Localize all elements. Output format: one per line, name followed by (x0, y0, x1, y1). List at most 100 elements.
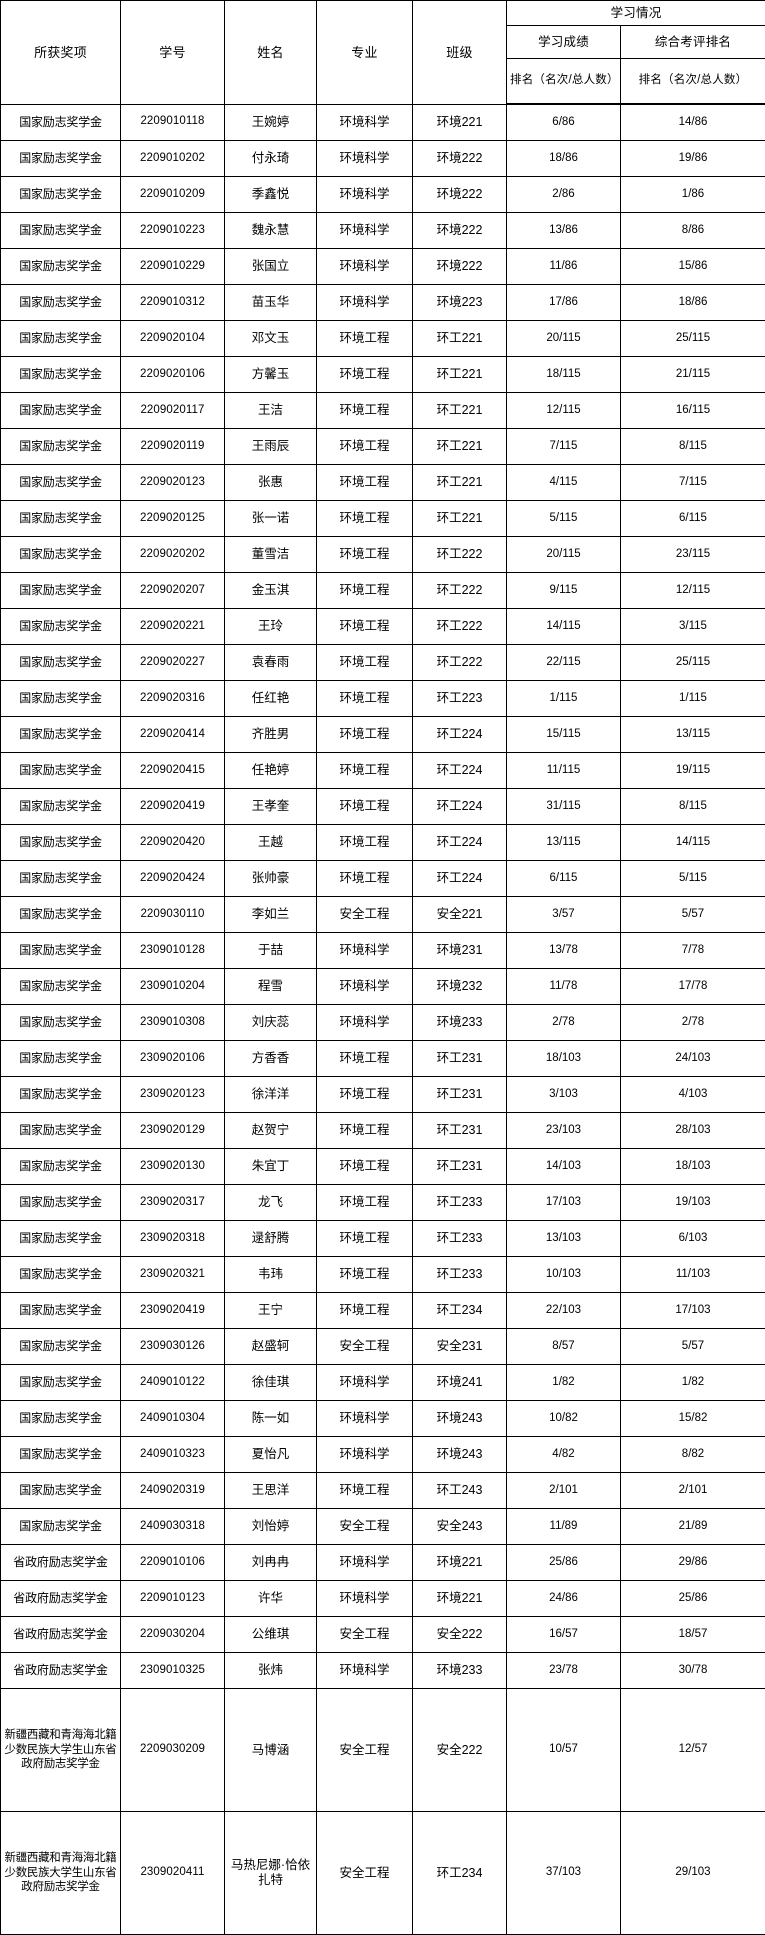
cell-grade-rank: 11/78 (507, 969, 621, 1005)
cell-name: 马热尼娜·恰依扎特 (225, 1812, 317, 1935)
cell-name: 公维琪 (225, 1617, 317, 1653)
cell-name: 夏怡凡 (225, 1437, 317, 1473)
cell-award: 国家励志奖学金 (1, 1473, 121, 1509)
cell-comprehensive-rank: 8/86 (621, 213, 765, 249)
cell-grade-rank: 10/57 (507, 1689, 621, 1812)
cell-grade-rank: 8/57 (507, 1329, 621, 1365)
cell-class: 环工234 (413, 1812, 507, 1935)
cell-grade-rank: 6/115 (507, 861, 621, 897)
cell-award: 国家励志奖学金 (1, 177, 121, 213)
cell-major: 环境工程 (317, 1113, 413, 1149)
cell-award: 国家励志奖学金 (1, 1113, 121, 1149)
cell-comprehensive-rank: 3/115 (621, 609, 765, 645)
cell-grade-rank: 23/103 (507, 1113, 621, 1149)
cell-comprehensive-rank: 12/57 (621, 1689, 765, 1812)
cell-award: 国家励志奖学金 (1, 1293, 121, 1329)
cell-grade-rank: 16/57 (507, 1617, 621, 1653)
cell-major: 环境工程 (317, 357, 413, 393)
cell-class: 环工243 (413, 1473, 507, 1509)
cell-student-id: 2409030318 (121, 1509, 225, 1545)
header-award: 所获奖项 (1, 1, 121, 105)
cell-major: 环境工程 (317, 789, 413, 825)
cell-major: 环境科学 (317, 1581, 413, 1617)
cell-name: 任红艳 (225, 681, 317, 717)
cell-name: 于喆 (225, 933, 317, 969)
cell-student-id: 2309020318 (121, 1221, 225, 1257)
cell-major: 环境科学 (317, 1365, 413, 1401)
cell-class: 环境221 (413, 104, 507, 141)
cell-comprehensive-rank: 8/115 (621, 789, 765, 825)
cell-award: 省政府励志奖学金 (1, 1617, 121, 1653)
cell-grade-rank: 13/86 (507, 213, 621, 249)
cell-grade-rank: 3/57 (507, 897, 621, 933)
cell-award: 国家励志奖学金 (1, 1257, 121, 1293)
cell-comprehensive-rank: 19/115 (621, 753, 765, 789)
cell-comprehensive-rank: 16/115 (621, 393, 765, 429)
cell-name: 魏永慧 (225, 213, 317, 249)
cell-class: 环工222 (413, 645, 507, 681)
cell-name: 王雨辰 (225, 429, 317, 465)
cell-major: 环境工程 (317, 609, 413, 645)
cell-major: 环境科学 (317, 1005, 413, 1041)
cell-name: 王婉婷 (225, 104, 317, 141)
cell-award: 国家励志奖学金 (1, 104, 121, 141)
cell-student-id: 2309020317 (121, 1185, 225, 1221)
cell-major: 安全工程 (317, 897, 413, 933)
cell-name: 张炜 (225, 1653, 317, 1689)
cell-name: 张一诺 (225, 501, 317, 537)
cell-student-id: 2209020117 (121, 393, 225, 429)
cell-major: 环境工程 (317, 501, 413, 537)
cell-student-id: 2409020319 (121, 1473, 225, 1509)
cell-award: 国家励志奖学金 (1, 429, 121, 465)
cell-name: 张帅豪 (225, 861, 317, 897)
cell-grade-rank: 1/115 (507, 681, 621, 717)
cell-comprehensive-rank: 14/86 (621, 104, 765, 141)
cell-award: 省政府励志奖学金 (1, 1653, 121, 1689)
cell-class: 环境233 (413, 1653, 507, 1689)
cell-comprehensive-rank: 6/115 (621, 501, 765, 537)
cell-name: 付永琦 (225, 141, 317, 177)
cell-comprehensive-rank: 2/78 (621, 1005, 765, 1041)
cell-student-id: 2309020321 (121, 1257, 225, 1293)
cell-award: 新疆西藏和青海海北籍少数民族大学生山东省政府励志奖学金 (1, 1812, 121, 1935)
cell-class: 环境222 (413, 177, 507, 213)
cell-class: 环境232 (413, 969, 507, 1005)
cell-name: 许华 (225, 1581, 317, 1617)
cell-award: 国家励志奖学金 (1, 285, 121, 321)
cell-class: 环工231 (413, 1113, 507, 1149)
header-row-group: 所获奖项 学号 姓名 专业 班级 学习情况 (1, 1, 765, 26)
cell-grade-rank: 31/115 (507, 789, 621, 825)
cell-class: 环境221 (413, 1581, 507, 1617)
cell-major: 安全工程 (317, 1509, 413, 1545)
cell-class: 环工221 (413, 465, 507, 501)
cell-comprehensive-rank: 19/86 (621, 141, 765, 177)
cell-student-id: 2309020106 (121, 1041, 225, 1077)
cell-student-id: 2309010308 (121, 1005, 225, 1041)
cell-award: 国家励志奖学金 (1, 861, 121, 897)
cell-class: 环工233 (413, 1221, 507, 1257)
cell-student-id: 2209020227 (121, 645, 225, 681)
cell-award: 国家励志奖学金 (1, 825, 121, 861)
cell-comprehensive-rank: 8/115 (621, 429, 765, 465)
cell-major: 环境工程 (317, 1185, 413, 1221)
cell-class: 环工234 (413, 1293, 507, 1329)
cell-major: 环境科学 (317, 1401, 413, 1437)
cell-major: 环境工程 (317, 681, 413, 717)
cell-award: 国家励志奖学金 (1, 609, 121, 645)
cell-grade-rank: 4/115 (507, 465, 621, 501)
